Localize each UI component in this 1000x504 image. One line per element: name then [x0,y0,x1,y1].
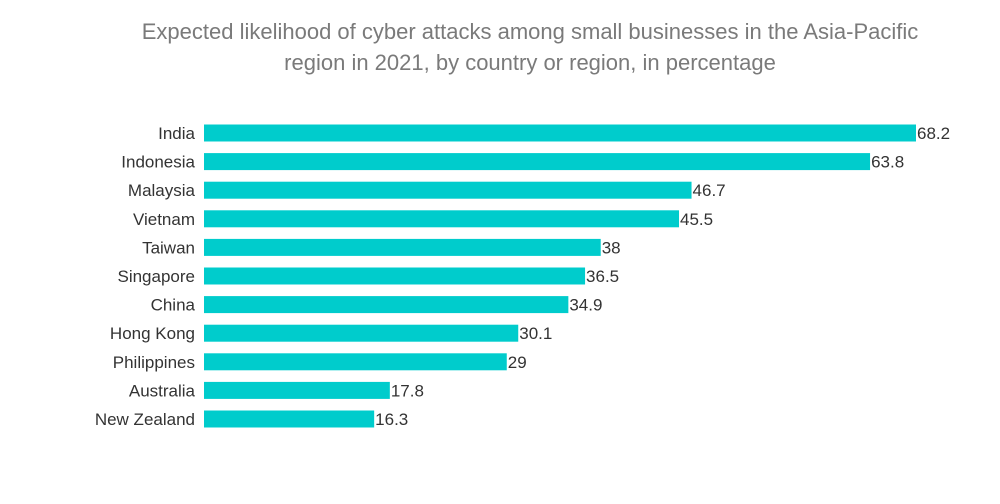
bar [204,238,601,256]
category-label: Vietnam [133,210,195,229]
value-label: 29 [508,353,527,372]
value-label: 16.3 [375,410,408,429]
bar-group: China 34.9 [151,296,603,315]
bar-group: Malaysia 46.7 [128,181,726,200]
value-label: 38 [602,238,621,257]
bar [204,210,680,228]
chart-title-line-2: region in 2021, by country or region, in… [284,50,776,75]
bar [204,153,871,171]
bar-group: Hong Kong 30.1 [110,324,552,343]
category-label: New Zealand [95,410,195,429]
bar-group: Taiwan 38 [142,238,621,257]
category-label: Taiwan [142,238,195,257]
bar [204,353,507,371]
value-label: 17.8 [391,381,424,400]
bar [204,267,586,285]
value-label: 30.1 [519,324,552,343]
bar [204,324,519,342]
bar-group: Singapore 36.5 [117,267,619,286]
value-label: 68.2 [917,124,950,143]
bar [204,381,390,399]
bar [204,296,569,314]
category-label: Philippines [113,353,195,372]
category-label: Malaysia [128,181,196,200]
bar-group: New Zealand 16.3 [95,410,408,429]
bar-group: Vietnam 45.5 [133,210,713,229]
bar [204,181,692,199]
bar-group: Philippines 29 [113,353,527,372]
value-label: 36.5 [586,267,619,286]
category-label: Indonesia [121,153,195,172]
value-label: 46.7 [693,181,726,200]
value-label: 63.8 [871,153,904,172]
bar [204,124,916,142]
bar-group: India 68.2 [158,124,950,143]
bar [204,410,375,428]
category-label: China [151,296,196,315]
value-label: 45.5 [680,210,713,229]
value-label: 34.9 [569,296,602,315]
category-label: Australia [129,381,196,400]
category-label: India [158,124,195,143]
chart-title: Expected likelihood of cyber attacks amo… [60,16,1000,78]
chart-title-line-1: Expected likelihood of cyber attacks amo… [141,19,919,44]
bar-group: Indonesia 63.8 [121,153,904,172]
bar-group: Australia 17.8 [129,381,424,400]
category-label: Hong Kong [110,324,195,343]
category-label: Singapore [117,267,195,286]
